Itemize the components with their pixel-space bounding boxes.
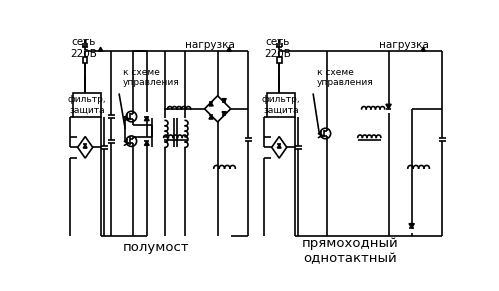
Polygon shape <box>83 144 87 148</box>
Text: к схеме
управления: к схеме управления <box>123 68 180 87</box>
Polygon shape <box>209 116 213 119</box>
Polygon shape <box>144 141 149 145</box>
Text: нагрузка: нагрузка <box>379 40 429 49</box>
Polygon shape <box>222 112 227 116</box>
Polygon shape <box>144 116 149 121</box>
Bar <box>73 93 101 116</box>
Polygon shape <box>409 223 414 228</box>
Polygon shape <box>277 144 281 148</box>
Text: полумост: полумост <box>123 241 189 254</box>
Bar <box>277 57 281 63</box>
Text: сеть
220В: сеть 220В <box>264 37 291 59</box>
Text: нагрузка: нагрузка <box>185 40 235 49</box>
Polygon shape <box>386 104 391 109</box>
Bar <box>83 57 87 63</box>
Text: прямоходный
однотактный: прямоходный однотактный <box>302 237 398 265</box>
Bar <box>267 93 294 116</box>
Polygon shape <box>421 47 425 51</box>
Text: фильтр,
защита: фильтр, защита <box>67 95 106 115</box>
Text: сеть
220В: сеть 220В <box>70 37 97 59</box>
Polygon shape <box>98 47 103 51</box>
Polygon shape <box>222 99 227 102</box>
Polygon shape <box>209 102 213 106</box>
Text: фильтр,
защита: фильтр, защита <box>261 95 300 115</box>
Text: к схеме
управления: к схеме управления <box>317 68 374 87</box>
Polygon shape <box>227 47 232 51</box>
